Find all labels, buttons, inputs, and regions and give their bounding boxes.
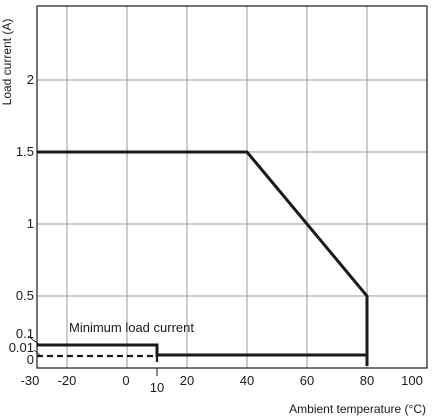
annotations: Minimum load current <box>69 320 194 335</box>
x-tick-label: 40 <box>240 373 254 388</box>
x-tick-label: 80 <box>360 373 374 388</box>
y-tick-label: 1 <box>27 216 34 231</box>
x-axis-label: Ambient temperature (°C) <box>289 402 426 416</box>
y-tick-leader <box>27 335 41 346</box>
annotation-minimum-load-current: Minimum load current <box>69 320 194 335</box>
y-tick-leader <box>33 349 41 356</box>
series-line-2 <box>37 343 367 357</box>
y-tick-label: 2 <box>27 72 34 87</box>
x-tick-label: -20 <box>58 373 77 388</box>
x-tick-label: 100 <box>401 373 423 388</box>
y-tick-labels: 00.010.10.511.52 <box>9 72 41 367</box>
x-tick-label: 0 <box>122 373 129 388</box>
series-line-3 <box>37 354 159 366</box>
series-line-1 <box>37 150 369 366</box>
y-tick-label: 1.5 <box>16 144 34 159</box>
y-tick-label: 0 <box>27 352 34 367</box>
x-tick-label: 20 <box>180 373 194 388</box>
y-tick-label: 0.01 <box>9 340 34 355</box>
plot-frame <box>36 5 428 369</box>
y-axis-label: Load current (A) <box>0 19 14 106</box>
series-layer <box>37 150 369 366</box>
x-tick-label: -30 <box>21 373 40 388</box>
x-tick-labels: -30 -20 0 10 20 40 60 80 100 <box>21 368 423 395</box>
y-tick-label: 0.5 <box>16 288 34 303</box>
x-tick-label: 60 <box>300 373 314 388</box>
x-tick-label: 10 <box>150 380 164 395</box>
